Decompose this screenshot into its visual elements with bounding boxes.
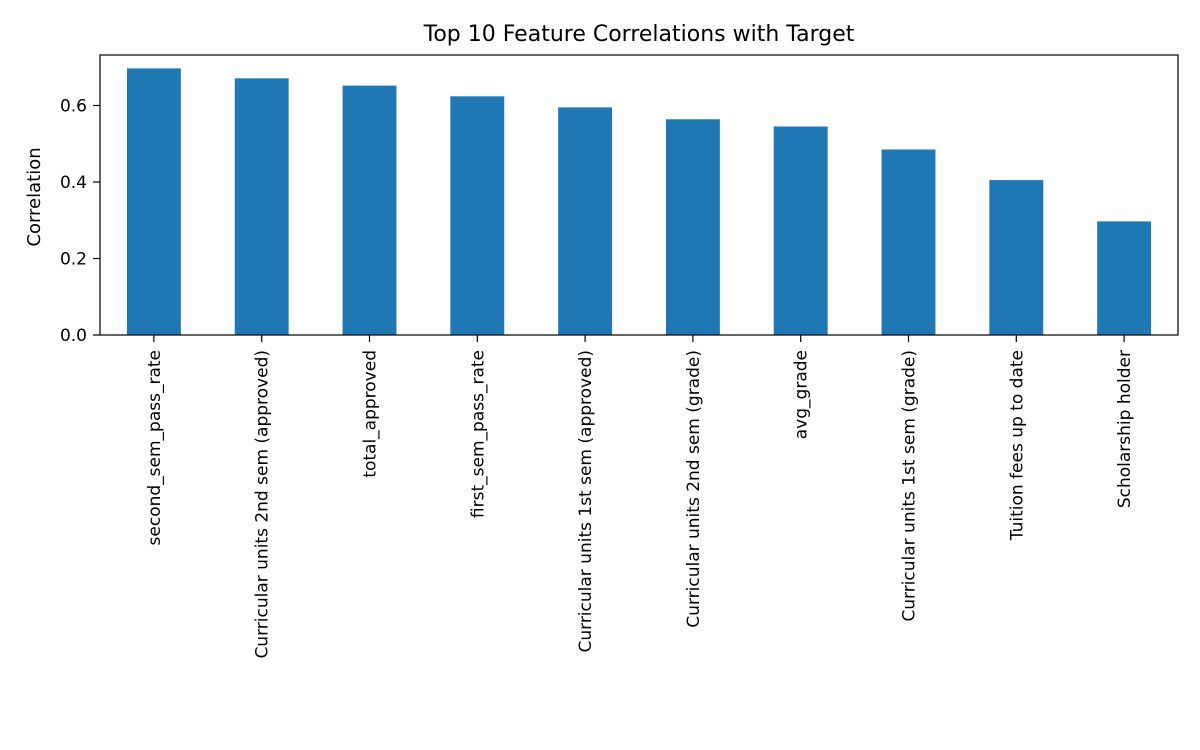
x-tick-label: Tuition fees up to date [1007, 350, 1027, 541]
y-tick-label: 0.2 [60, 249, 87, 269]
bar-2 [234, 78, 289, 335]
y-axis-title: Correlation [24, 147, 45, 246]
bar-4 [450, 96, 505, 335]
y-tick-label: 0.0 [60, 326, 87, 346]
x-tick-label: total_approved [361, 350, 381, 478]
x-tick-label: avg_grade [792, 350, 812, 439]
plot-frame [99, 54, 1179, 336]
bar-10 [1097, 221, 1152, 335]
chart-title: Top 10 Feature Correlations with Target [423, 22, 855, 47]
x-tick-label: Curricular units 1st sem (grade) [900, 350, 920, 622]
x-tick-label: first_sem_pass_rate [468, 350, 488, 518]
y-tick-label: 0.6 [60, 96, 87, 116]
bar-9 [989, 180, 1044, 335]
bar-8 [881, 149, 936, 335]
bar-3 [342, 85, 397, 335]
x-tick-label: Curricular units 1st sem (approved) [576, 350, 596, 653]
y-tick-label: 0.4 [60, 173, 87, 193]
bar-1 [126, 68, 181, 335]
x-tick-label: Curricular units 2nd sem (approved) [253, 350, 273, 659]
bar-6 [665, 119, 720, 335]
bar-7 [773, 126, 828, 335]
x-tick-label: Curricular units 2nd sem (grade) [684, 350, 704, 628]
plot-area: 0.0 0.2 0.4 0.6 second_sem_pass_rate Curricul… [60, 54, 1179, 659]
x-tick-label: Scholarship holder [1115, 350, 1135, 508]
bar-5 [558, 107, 613, 336]
x-tick-label: second_sem_pass_rate [145, 350, 165, 545]
